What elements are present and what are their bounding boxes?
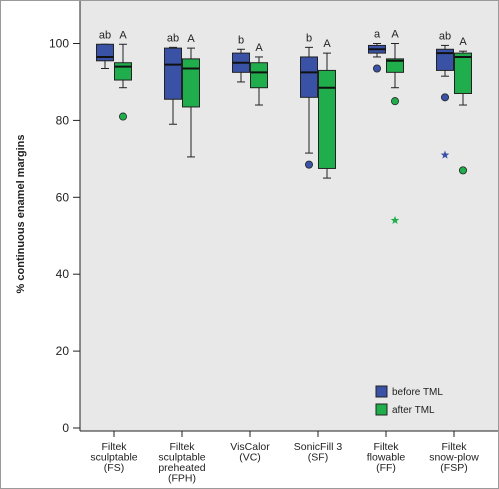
box-after-2: A bbox=[250, 42, 268, 106]
outlier-point bbox=[458, 166, 467, 175]
x-category-label: VisCalor bbox=[230, 441, 270, 453]
box-before-5: ab bbox=[436, 30, 454, 159]
legend-swatch-before-tml bbox=[375, 385, 388, 398]
box-before-2: b bbox=[232, 34, 250, 83]
outlier-point bbox=[304, 160, 313, 169]
box-after-3: A bbox=[318, 38, 336, 179]
extreme-point bbox=[440, 150, 450, 159]
x-category-label: Filtek bbox=[441, 441, 467, 453]
box-iqr bbox=[164, 47, 182, 100]
y-tick-label: 0 bbox=[62, 421, 69, 435]
x-category-label: (FPH) bbox=[168, 473, 196, 485]
y-axis-ticks: 0 20 40 60 80 100 bbox=[49, 37, 80, 435]
legend-swatch-after-tml bbox=[375, 403, 388, 416]
outlier-point bbox=[390, 97, 399, 106]
significance-label: b bbox=[306, 32, 312, 44]
box-before-0: ab bbox=[96, 29, 114, 69]
y-tick-label: 20 bbox=[56, 344, 70, 358]
x-category-label: flowable bbox=[367, 452, 406, 464]
box-after-0: A bbox=[114, 29, 132, 121]
significance-label: b bbox=[238, 34, 244, 46]
legend-label-before-tml: before TML bbox=[392, 387, 443, 398]
significance-label: A bbox=[323, 38, 331, 50]
box-before-3: b bbox=[300, 32, 318, 169]
significance-label: A bbox=[391, 29, 399, 41]
box-iqr bbox=[436, 48, 454, 71]
x-category-label: sculptable bbox=[90, 452, 137, 464]
y-tick-label: 40 bbox=[56, 267, 70, 281]
significance-label: a bbox=[374, 29, 381, 41]
box-iqr bbox=[96, 43, 114, 62]
box-after-4: A bbox=[386, 29, 404, 225]
x-category-label: Filtek bbox=[101, 441, 127, 453]
x-category-label: (SF) bbox=[308, 452, 328, 464]
x-category-label: snow-plow bbox=[429, 452, 479, 464]
outlier-point bbox=[119, 112, 128, 121]
y-axis-title: % continuous enamel margins bbox=[15, 135, 27, 294]
box-iqr bbox=[386, 58, 404, 73]
y-tick-label: 80 bbox=[56, 113, 70, 127]
significance-label: A bbox=[119, 29, 127, 41]
significance-label: ab bbox=[167, 32, 179, 44]
legend-label-after-tml: after TML bbox=[392, 405, 435, 416]
box-iqr bbox=[250, 62, 268, 89]
box-iqr bbox=[182, 58, 200, 108]
significance-label: ab bbox=[439, 30, 451, 42]
x-category-label: Filtek bbox=[373, 441, 399, 453]
box-plot-series: ab ab b b a ab A A A A A A bbox=[96, 29, 472, 225]
x-category-label: sculptable bbox=[158, 452, 205, 464]
x-category-label: Filtek bbox=[169, 441, 195, 453]
significance-label: A bbox=[187, 33, 195, 45]
box-after-1: A bbox=[182, 33, 200, 158]
significance-label: A bbox=[459, 36, 467, 48]
outlier-point bbox=[372, 64, 381, 73]
y-tick-label: 100 bbox=[49, 37, 69, 51]
plot-area bbox=[80, 1, 498, 431]
extreme-point bbox=[390, 215, 400, 225]
box-before-1: ab bbox=[164, 32, 182, 125]
y-tick-label: 60 bbox=[56, 190, 70, 204]
x-axis-category-labels: Filteksculptable(FS)Filteksculptablepreh… bbox=[90, 431, 479, 485]
significance-label: ab bbox=[99, 29, 111, 41]
outlier-point bbox=[440, 93, 449, 102]
box-iqr bbox=[454, 52, 472, 94]
legend-box bbox=[368, 378, 490, 420]
x-category-label: (FSP) bbox=[440, 462, 467, 474]
box-before-4: a bbox=[368, 29, 386, 73]
x-category-label: SonicFill 3 bbox=[294, 441, 343, 453]
significance-label: A bbox=[255, 42, 263, 54]
box-iqr bbox=[318, 69, 336, 169]
x-category-label: (VC) bbox=[239, 452, 261, 464]
x-category-label: (FF) bbox=[376, 462, 396, 474]
legend: before TML after TML bbox=[368, 378, 490, 420]
x-category-label: preheated bbox=[158, 462, 205, 474]
x-category-label: (FS) bbox=[104, 462, 124, 474]
box-iqr bbox=[300, 56, 318, 98]
box-after-5: A bbox=[454, 36, 472, 175]
box-iqr bbox=[114, 62, 132, 81]
